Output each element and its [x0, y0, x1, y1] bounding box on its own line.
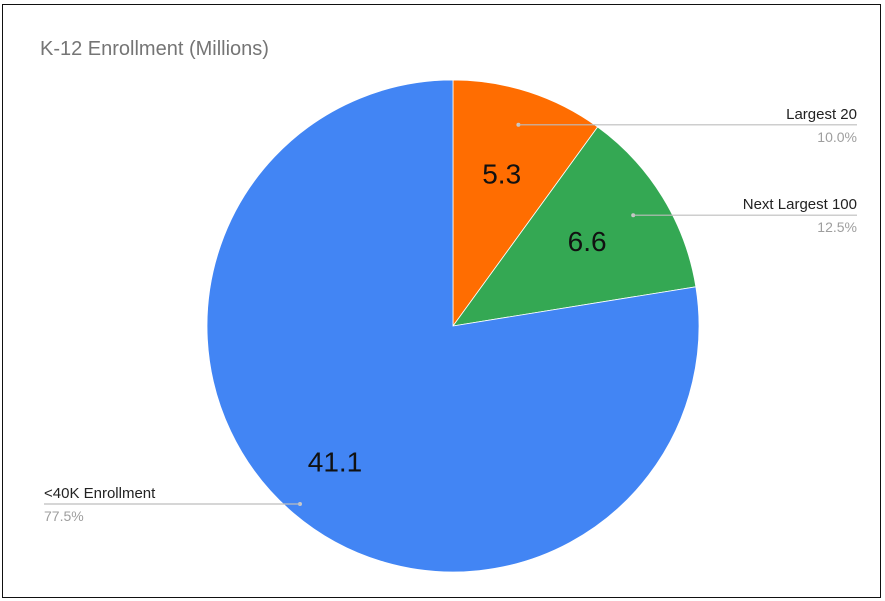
slice-value-labels: 5.3 6.6 41.1: [308, 159, 607, 478]
callout-labels: Largest 20 10.0% Next Largest 100 12.5% <40K…: [44, 106, 857, 524]
pie-slices: [206, 79, 700, 573]
callout-percent-40k-enrollment: 77.5%: [44, 508, 84, 524]
chart-title: K-12 Enrollment (Millions): [40, 38, 269, 60]
pie-slice-next-largest-100[interactable]: [452, 126, 697, 327]
callout-percent-next-largest-100: 12.5%: [817, 219, 857, 235]
pie-slice-largest-20[interactable]: [452, 79, 599, 328]
callout-label-40k-enrollment: <40K Enrollment: [44, 485, 156, 502]
callout-percent-largest-20: 10.0%: [817, 129, 857, 145]
slice-value-next-largest-100: 6.6: [568, 226, 607, 257]
slice-value-40k-enrollment: 41.1: [308, 446, 363, 477]
callout-label-largest-20: Largest 20: [786, 106, 857, 123]
callout-label-next-largest-100: Next Largest 100: [743, 196, 857, 213]
slice-value-largest-20: 5.3: [482, 159, 521, 190]
pie-slice-40k-enrollment[interactable]: [206, 79, 700, 573]
